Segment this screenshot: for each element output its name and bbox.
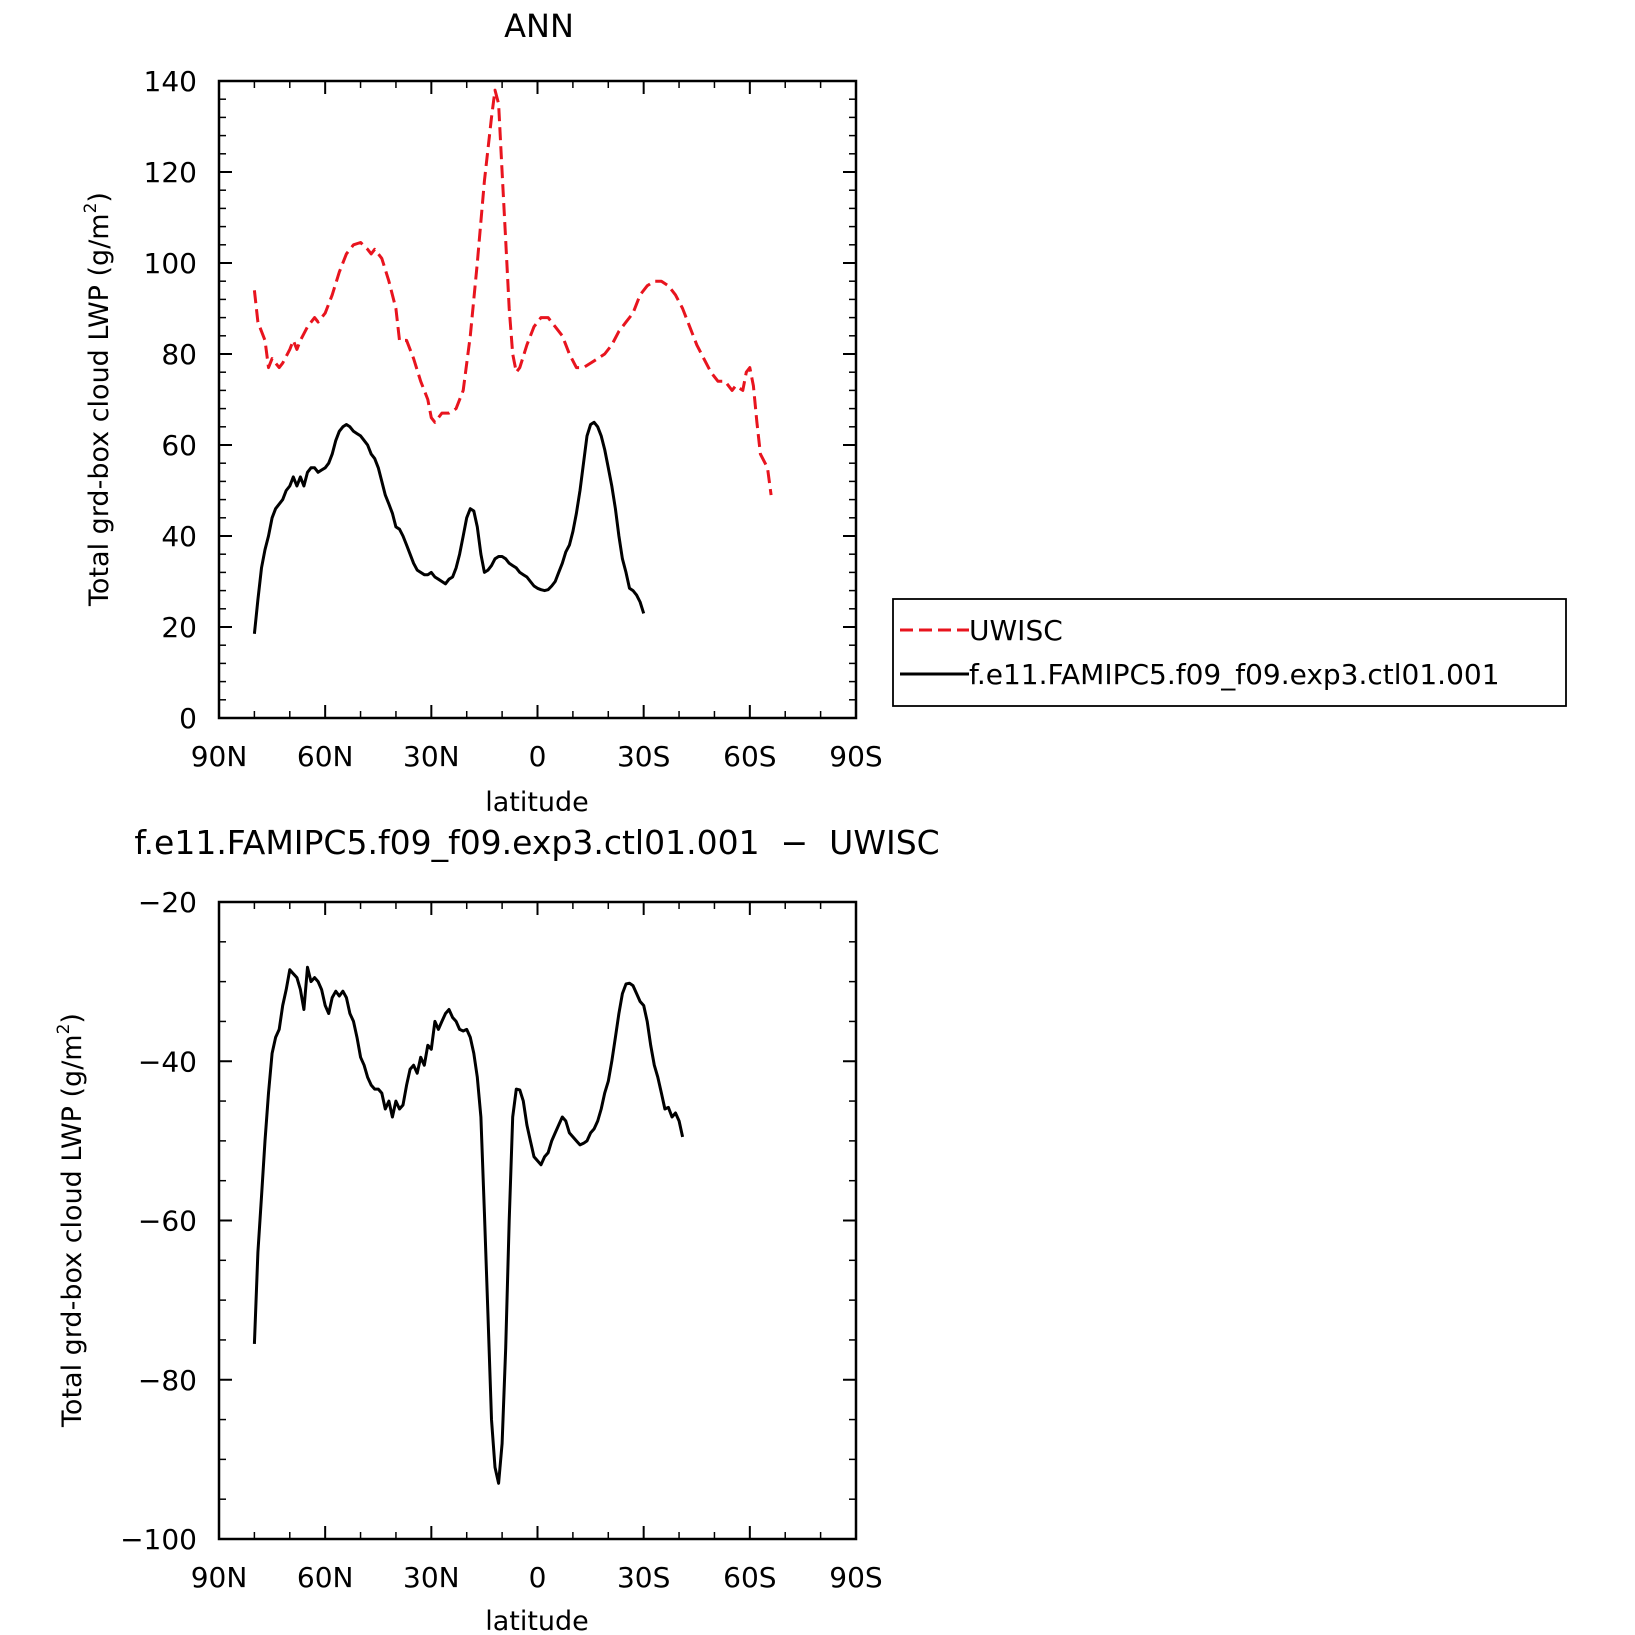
bottom-x-tick-label: 60N bbox=[297, 1561, 354, 1594]
top-y-tick-label: 40 bbox=[161, 520, 197, 553]
top-series-line-uwisc bbox=[252, 88, 773, 496]
bottom-series-group bbox=[252, 965, 685, 1485]
top-y-axis-label: Total grd-box cloud LWP (g/m2) bbox=[81, 192, 115, 607]
top-y-tick-label: 120 bbox=[144, 156, 197, 189]
bottom-x-tick-label: 90S bbox=[829, 1561, 882, 1594]
bottom-x-tick-label: 0 bbox=[529, 1561, 547, 1594]
bottom-series-line-model bbox=[252, 965, 685, 1485]
legend-model-label: f.e11.FAMIPC5.f09_f09.exp3.ctl01.001 bbox=[969, 658, 1500, 691]
bottom-y-tick-label: −60 bbox=[138, 1205, 197, 1238]
top-chart-title: ANN bbox=[504, 7, 574, 45]
bottom-axis-tick-labels: 90N 60N 30N 0 30S 60S 90S −100 −80 −60 −40 −20 bbox=[120, 886, 883, 1594]
top-y-tick-label: 20 bbox=[161, 611, 197, 644]
top-series-line-model bbox=[252, 420, 646, 634]
bottom-plot-frame bbox=[217, 900, 858, 1541]
top-axis-tick-labels: 90N 60N 30N 0 30S 60S 90S 0 20 40 60 80 100 120 140 bbox=[144, 65, 883, 773]
top-y-tick-label: 100 bbox=[144, 247, 197, 280]
top-y-tick-label: 60 bbox=[161, 429, 197, 462]
bottom-y-tick-label: −40 bbox=[138, 1045, 197, 1078]
bottom-chart-title: f.e11.FAMIPC5.f09_f09.exp3.ctl01.001 − U… bbox=[134, 823, 939, 862]
legend-uwisc-label: UWISC bbox=[969, 614, 1063, 647]
bottom-y-tick-label: −20 bbox=[138, 886, 197, 919]
top-axis-ticks bbox=[218, 80, 857, 719]
bottom-x-tick-label: 30S bbox=[617, 1561, 670, 1594]
bottom-x-tick-label: 30N bbox=[403, 1561, 460, 1594]
bottom-y-tick-label: −80 bbox=[138, 1364, 197, 1397]
bottom-x-tick-label: 90N bbox=[191, 1561, 248, 1594]
legend: UWISC f.e11.FAMIPC5.f09_f09.exp3.ctl01.0… bbox=[892, 598, 1567, 707]
bottom-axis-ticks bbox=[218, 901, 857, 1540]
top-x-axis-label: latitude bbox=[485, 787, 589, 818]
top-y-axis-label-sup: 2 bbox=[81, 203, 101, 214]
legend-box bbox=[892, 598, 1567, 707]
top-x-tick-label: 60S bbox=[723, 740, 776, 773]
top-x-tick-label: 30N bbox=[403, 740, 460, 773]
top-x-tick-label: 60N bbox=[297, 740, 354, 773]
top-x-tick-label: 90N bbox=[191, 740, 248, 773]
bottom-x-tick-label: 60S bbox=[723, 1561, 776, 1594]
bottom-x-axis-label: latitude bbox=[485, 1606, 589, 1635]
top-x-tick-label: 90S bbox=[829, 740, 882, 773]
bottom-y-axis-label: Total grd-box cloud LWP (g/m2) bbox=[54, 1013, 88, 1428]
top-x-tick-label: 0 bbox=[529, 740, 547, 773]
top-plot-frame bbox=[217, 79, 858, 720]
bottom-y-tick-label: −100 bbox=[120, 1523, 197, 1556]
top-y-axis-label-close: ) bbox=[84, 192, 115, 203]
top-y-axis-label-main: Total grd-box cloud LWP (g/m bbox=[84, 213, 115, 607]
top-x-tick-label: 30S bbox=[617, 740, 670, 773]
top-y-tick-label: 140 bbox=[144, 65, 197, 98]
top-panel: ANN 90N 60N 30N 0 30S 60S 90S 0 20 40 60 80 100 120 14… bbox=[81, 7, 883, 818]
top-y-tick-label: 80 bbox=[161, 338, 197, 371]
bottom-y-axis-label-main: Total grd-box cloud LWP (g/m bbox=[57, 1034, 88, 1428]
bottom-panel: f.e11.FAMIPC5.f09_f09.exp3.ctl01.001 − U… bbox=[54, 823, 940, 1635]
bottom-y-axis-label-close: ) bbox=[57, 1013, 88, 1024]
top-y-tick-label: 0 bbox=[179, 702, 197, 735]
bottom-y-axis-label-sup: 2 bbox=[54, 1024, 74, 1035]
top-series-group bbox=[252, 88, 773, 634]
